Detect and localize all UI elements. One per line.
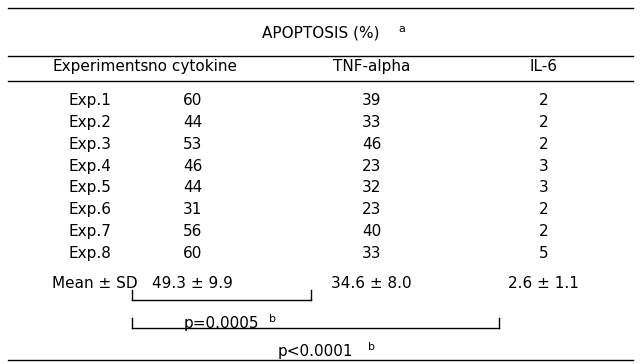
Text: 60: 60 <box>183 93 203 108</box>
Text: 2: 2 <box>539 137 549 152</box>
Text: 2: 2 <box>539 93 549 108</box>
Text: 3: 3 <box>539 159 549 174</box>
Text: p=0.0005: p=0.0005 <box>184 316 260 331</box>
Text: 33: 33 <box>362 115 381 130</box>
Text: b: b <box>269 314 276 324</box>
Text: 2.6 ± 1.1: 2.6 ± 1.1 <box>508 276 579 291</box>
Text: Exp.8: Exp.8 <box>69 246 112 261</box>
Text: Exp.3: Exp.3 <box>69 137 112 152</box>
Text: 40: 40 <box>362 224 381 239</box>
Text: 5: 5 <box>539 246 549 261</box>
Text: 2: 2 <box>539 115 549 130</box>
Text: 53: 53 <box>183 137 203 152</box>
Text: 33: 33 <box>362 246 381 261</box>
Text: 23: 23 <box>362 159 381 174</box>
Text: Exp.6: Exp.6 <box>69 202 112 217</box>
Text: a: a <box>398 24 405 34</box>
Text: 32: 32 <box>362 181 381 195</box>
Text: Exp.7: Exp.7 <box>69 224 112 239</box>
Text: 34.6 ± 8.0: 34.6 ± 8.0 <box>331 276 412 291</box>
Text: Exp.5: Exp.5 <box>69 181 112 195</box>
Text: 3: 3 <box>539 181 549 195</box>
Text: TNF-alpha: TNF-alpha <box>333 59 410 74</box>
Text: APOPTOSIS (%): APOPTOSIS (%) <box>262 25 379 40</box>
Text: b: b <box>368 342 375 352</box>
Text: 31: 31 <box>183 202 203 217</box>
Text: 39: 39 <box>362 93 381 108</box>
Text: no cytokine: no cytokine <box>148 59 237 74</box>
Text: IL-6: IL-6 <box>530 59 558 74</box>
Text: 23: 23 <box>362 202 381 217</box>
Text: 49.3 ± 9.9: 49.3 ± 9.9 <box>153 276 233 291</box>
Text: Exp.1: Exp.1 <box>69 93 112 108</box>
Text: 2: 2 <box>539 224 549 239</box>
Text: 46: 46 <box>362 137 381 152</box>
Text: Experiments: Experiments <box>53 59 149 74</box>
Text: 60: 60 <box>183 246 203 261</box>
Text: 56: 56 <box>183 224 203 239</box>
Text: Exp.4: Exp.4 <box>69 159 112 174</box>
Text: 44: 44 <box>183 181 203 195</box>
Text: p<0.0001: p<0.0001 <box>278 344 353 359</box>
Text: Mean ± SD: Mean ± SD <box>53 276 138 291</box>
Text: 46: 46 <box>183 159 203 174</box>
Text: 2: 2 <box>539 202 549 217</box>
Text: Exp.2: Exp.2 <box>69 115 112 130</box>
Text: 44: 44 <box>183 115 203 130</box>
